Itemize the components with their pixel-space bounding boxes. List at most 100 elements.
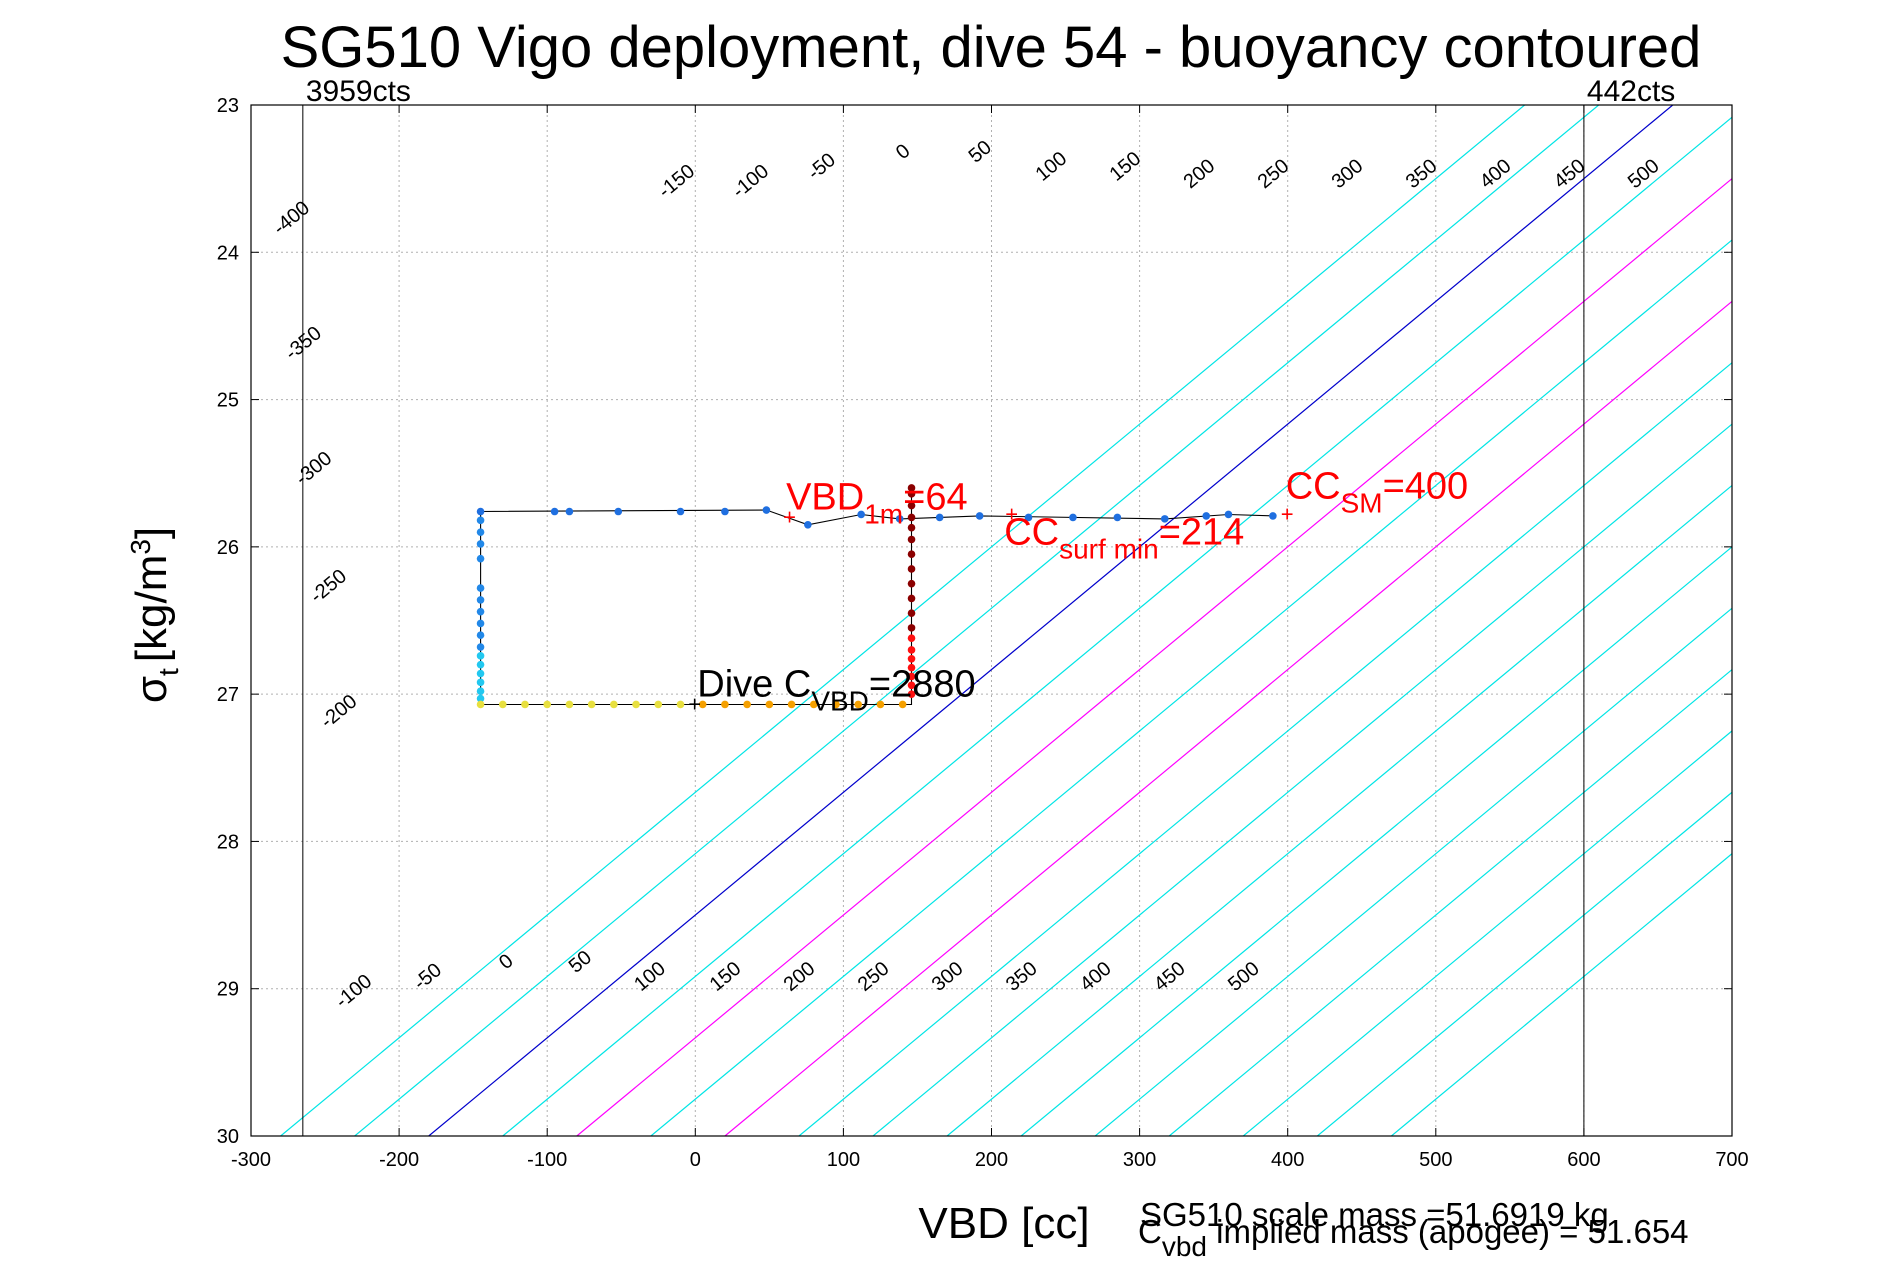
data-point [1069,513,1077,522]
y-axis-ticks: 23 24 25 26 27 28 29 30 [217,95,1732,1148]
data-point [1024,513,1033,522]
contour-line-zero [428,105,1674,1136]
annotation-rest: =2880 [869,663,976,705]
data-point [498,700,507,709]
chart-title: SG510 Vigo deployment, dive 54 - buoyanc… [281,15,1702,80]
data-point [476,660,485,669]
x-tick-label: -200 [379,1149,419,1171]
data-point [907,594,916,603]
data-point [1269,512,1277,520]
buoyancy-contours [280,105,1732,1136]
contour-line [1020,546,1732,1136]
annotation-sub: 1m [864,498,903,529]
data-point [907,490,916,498]
contour-line-highlight [724,300,1732,1136]
data-point [907,634,916,642]
x-tick-label: 100 [827,1149,860,1171]
data-point [476,669,485,678]
data-point [809,700,818,709]
data-point [787,700,796,709]
data-point [676,700,685,709]
y-tick-label: 29 [217,979,239,1001]
annotation-sub: VBD [811,685,869,716]
data-point [476,516,485,525]
annotation-label: CCsurf min=214 [1004,511,1244,564]
data-point [1202,512,1211,520]
data-point [476,584,485,592]
data-point [721,700,729,709]
data-point [907,690,916,698]
x-tick-label: 600 [1567,1149,1600,1171]
dive-path [480,487,1273,706]
data-point [476,507,485,516]
vbd-limit-label: 442cts [1587,75,1675,108]
y-axis-label: σt [kg/m3] [125,527,184,703]
data-point [765,700,774,709]
data-point [476,554,485,563]
annotation-rest: =214 [1159,511,1245,553]
data-point [476,678,485,687]
data-point [614,507,623,516]
contour-line [650,239,1732,1136]
annotation-main: CC [1286,465,1341,507]
annotation-sub: surf min [1059,533,1159,564]
y-axis-label-symbol: σ [127,676,176,703]
data-point [521,700,529,709]
data-point [476,540,485,548]
data-point [743,700,751,709]
data-point [762,506,771,514]
data-point [476,631,485,640]
data-point [550,507,559,516]
data-point [476,700,485,709]
data-point [907,523,916,532]
data-point [907,579,916,588]
annotation-marker: + [688,691,701,716]
x-tick-label: 400 [1271,1149,1304,1171]
annotation-marker: + [783,504,796,529]
data-point [476,528,485,536]
data-point [804,520,812,529]
data-point [476,652,485,660]
contour-line [1242,730,1732,1136]
footer-implied-rest: implied mass (apogee) = 51.654 [1207,1213,1689,1250]
y-tick-label: 30 [217,1126,239,1148]
x-tick-label: 300 [1123,1149,1156,1171]
data-point [543,700,551,709]
annotation-label: VBD1m=64 [786,476,968,529]
contour-line [354,105,1600,1136]
annotation-sub: SM [1341,487,1383,518]
data-point [1160,515,1169,523]
annotations: +VBD1m=64 +CCsurf min=214 +CCSM=400+Dive C… [688,465,1468,716]
y-tick-label: 28 [217,831,239,853]
contour-line [280,105,1526,1136]
contour-line-highlight [576,177,1732,1136]
annotation-main: CC [1004,511,1059,553]
footer-implied-sub: vbd [1162,1231,1207,1262]
y-tick-label: 23 [217,95,239,117]
annotation-label: Dive CVBD=2880 [697,663,975,716]
data-point [654,700,663,709]
data-point [907,565,916,573]
data-point [898,700,907,709]
data-point [975,512,984,520]
vbd-limit-lines: 3959cts 442cts [302,75,1675,1136]
data-point [1224,510,1233,519]
data-point [907,609,916,617]
data-point [907,535,916,544]
contour-line [1094,607,1732,1136]
dive-path-line [480,487,1273,706]
data-point [698,700,707,709]
data-point [907,681,916,690]
data-point [907,672,916,681]
annotation-marker: + [1005,501,1018,526]
dive-points [476,484,1277,709]
annotation-main: Dive C [697,663,811,705]
data-point [935,513,944,522]
data-point [832,700,840,709]
data-point [907,646,916,654]
annotation-rest: =400 [1383,465,1469,507]
footer-scale-mass: SG510 scale mass =51.6919 kg [1140,1196,1609,1233]
x-tick-label: 200 [975,1149,1008,1171]
y-axis-label-close: ] [127,527,176,539]
